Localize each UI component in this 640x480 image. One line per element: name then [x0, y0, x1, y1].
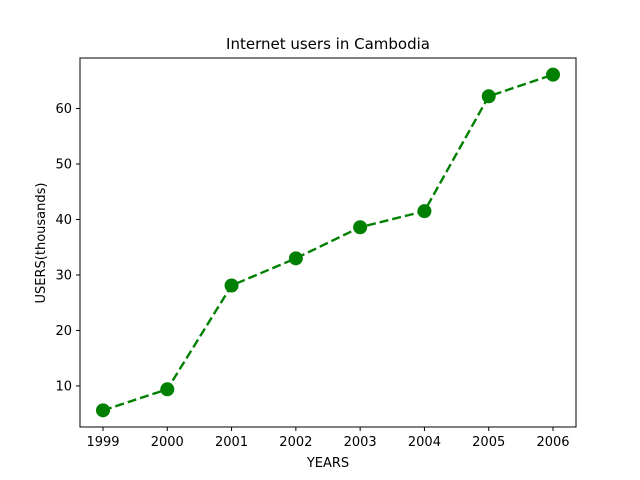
- x-axis-label: YEARS: [306, 456, 349, 471]
- data-point-2001: [224, 278, 239, 293]
- y-tick-label-60: 60: [55, 102, 72, 117]
- data-point-2003: [353, 220, 368, 235]
- x-tick-label-1999: 1999: [86, 435, 119, 450]
- y-tick-label-30: 30: [55, 268, 72, 283]
- y-tick-label-50: 50: [55, 157, 72, 172]
- y-axis-label: USERS(thousands): [34, 183, 49, 304]
- data-point-2005: [481, 89, 496, 104]
- data-point-2006: [546, 67, 560, 82]
- y-tick-label-40: 40: [55, 213, 72, 228]
- x-tick-label-2005: 2005: [472, 435, 505, 450]
- x-tick-label-2003: 2003: [344, 435, 377, 450]
- chart-title: Internet users in Cambodia: [226, 35, 430, 53]
- data-point-1999: [96, 403, 110, 418]
- x-tick-label-2004: 2004: [408, 435, 441, 450]
- y-tick-label-10: 10: [55, 379, 72, 394]
- x-tick-label-2000: 2000: [151, 435, 184, 450]
- x-tick-label-2006: 2006: [536, 435, 569, 450]
- data-point-2002: [288, 251, 303, 266]
- plot-area: [96, 67, 560, 418]
- y-tick-label-20: 20: [55, 324, 72, 339]
- x-tick-label-2001: 2001: [215, 435, 248, 450]
- data-point-2004: [417, 204, 432, 219]
- axis-ticks: 1999 2000 2001 2002 2003 2004 2005 2006 10 20 30 40…: [55, 102, 569, 450]
- x-tick-label-2002: 2002: [279, 435, 312, 450]
- axes-frame: [79, 57, 577, 428]
- data-point-2000: [160, 382, 175, 397]
